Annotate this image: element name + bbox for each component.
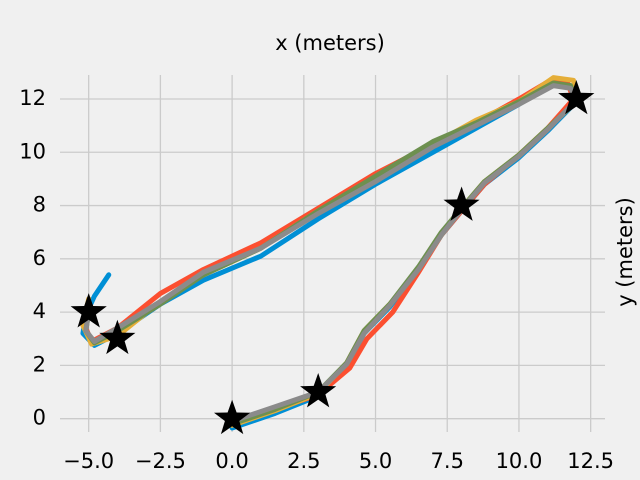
waypoint-star bbox=[70, 293, 107, 328]
trajectory bbox=[83, 83, 579, 424]
y-tick-label: 4 bbox=[33, 299, 46, 323]
y-tick-label: 6 bbox=[33, 246, 46, 270]
y-tick-label: 8 bbox=[33, 193, 46, 217]
waypoint-star bbox=[443, 186, 480, 221]
x-tick-label: −5.0 bbox=[63, 449, 114, 473]
x-tick-label: 12.5 bbox=[567, 449, 614, 473]
y-tick-label: 12 bbox=[19, 86, 46, 110]
waypoint-star bbox=[300, 373, 337, 408]
waypoint-star bbox=[99, 319, 136, 355]
x-tick-label: 5.0 bbox=[359, 449, 392, 473]
waypoint-star bbox=[558, 80, 595, 115]
x-tick-label: 2.5 bbox=[287, 449, 320, 473]
x-tick-label: 10.0 bbox=[496, 449, 543, 473]
y-tick-label: 0 bbox=[33, 406, 46, 430]
x-tick-label: 0.0 bbox=[215, 449, 248, 473]
y-tick-label: 2 bbox=[33, 352, 46, 376]
x-tick-label: −2.5 bbox=[135, 449, 186, 473]
x-tick-label: 7.5 bbox=[431, 449, 464, 473]
waypoint-star bbox=[214, 399, 251, 435]
chart-title: x (meters) bbox=[275, 31, 385, 55]
y-axis-label: y (meters) bbox=[613, 197, 637, 307]
y-tick-label: 10 bbox=[19, 139, 46, 163]
